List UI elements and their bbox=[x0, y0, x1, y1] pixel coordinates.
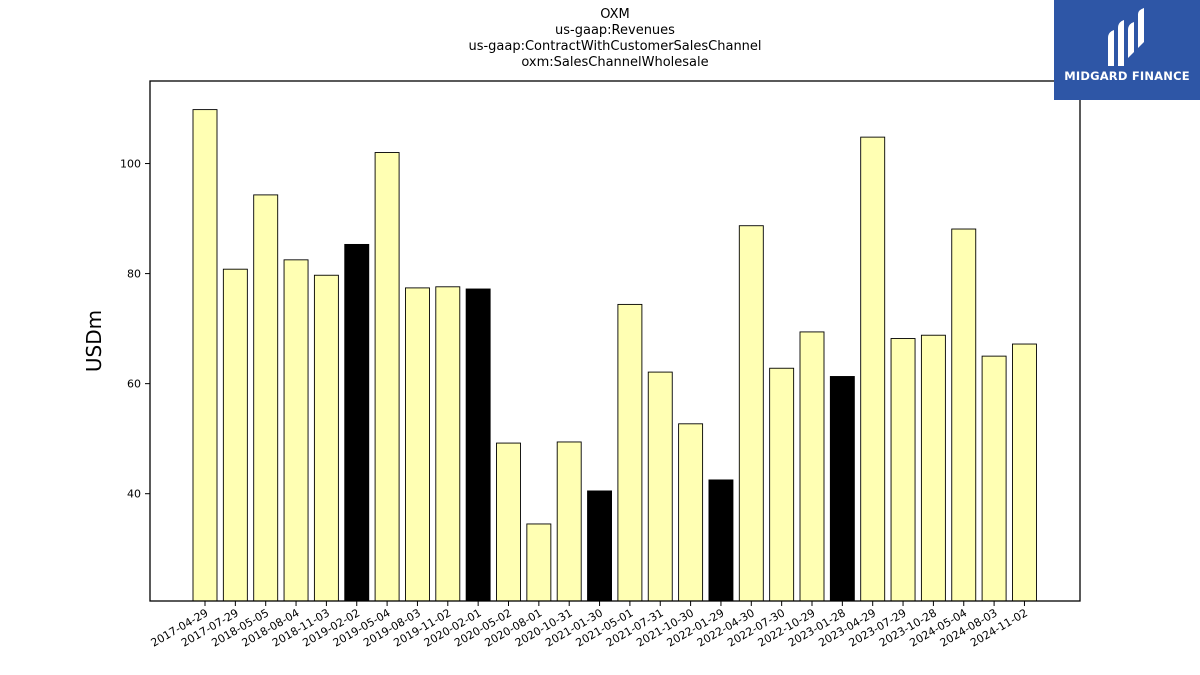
bar-2019-05-04 bbox=[374, 152, 400, 602]
bar-2021-10-30 bbox=[678, 423, 704, 602]
x-axis-ticks: 2017-04-292017-07-292018-05-052018-08-04… bbox=[149, 601, 1030, 650]
title-line-concept: us-gaap:Revenues bbox=[555, 23, 675, 38]
bar-2023-10-28 bbox=[920, 334, 946, 602]
bar-2018-05-05 bbox=[253, 194, 279, 602]
bar-2023-07-29 bbox=[890, 338, 916, 602]
y-tick-label: 40 bbox=[127, 488, 141, 501]
y-tick-label: 100 bbox=[120, 158, 141, 171]
y-axis-label: USDm bbox=[82, 310, 106, 372]
bar-2024-05-04 bbox=[951, 228, 977, 602]
bar-2018-11-03 bbox=[313, 274, 339, 602]
bar-2019-08-03 bbox=[405, 287, 430, 602]
bar-2020-08-01 bbox=[526, 523, 552, 602]
bar-2022-04-30 bbox=[738, 225, 764, 602]
bar-2019-02-02 bbox=[344, 243, 370, 602]
y-tick-label: 80 bbox=[127, 268, 141, 281]
bar-2022-07-30 bbox=[769, 367, 795, 602]
title-line-member: oxm:SalesChannelWholesale bbox=[521, 55, 709, 70]
bar-2020-10-31 bbox=[556, 441, 582, 602]
bar-2023-01-28 bbox=[829, 376, 855, 602]
bar-2023-04-29 bbox=[860, 136, 886, 602]
midgard-finance-logo: MIDGARD FINANCE bbox=[1054, 0, 1200, 100]
bar-2022-01-29 bbox=[708, 479, 734, 602]
chart-title: OXM us-gaap:Revenues us-gaap:ContractWit… bbox=[150, 7, 1080, 71]
title-line-axis: us-gaap:ContractWithCustomerSalesChannel bbox=[468, 39, 762, 54]
bar-2021-07-31 bbox=[647, 371, 673, 602]
bar-2024-08-03 bbox=[981, 355, 1007, 602]
bar-2018-08-04 bbox=[283, 259, 309, 602]
bar-2020-02-01 bbox=[465, 288, 491, 602]
bar-2017-07-29 bbox=[222, 268, 248, 602]
bar-2021-05-01 bbox=[617, 303, 643, 602]
bar-2022-10-29 bbox=[799, 331, 825, 602]
bar-2024-11-02 bbox=[1012, 343, 1037, 602]
logo-mark-icon bbox=[1108, 8, 1144, 66]
logo-text: MIDGARD FINANCE bbox=[1064, 69, 1190, 83]
bar-2020-05-02 bbox=[496, 442, 521, 602]
plot-frame bbox=[149, 80, 1081, 602]
title-line-ticker: OXM bbox=[600, 7, 630, 22]
bars-group bbox=[192, 109, 1037, 602]
y-axis-ticks: 40 60 80 100 bbox=[120, 158, 150, 501]
bar-2021-01-30 bbox=[587, 490, 612, 602]
bar-2017-04-29 bbox=[192, 109, 218, 602]
y-tick-label: 60 bbox=[127, 378, 141, 391]
bar-2019-11-02 bbox=[435, 286, 461, 602]
